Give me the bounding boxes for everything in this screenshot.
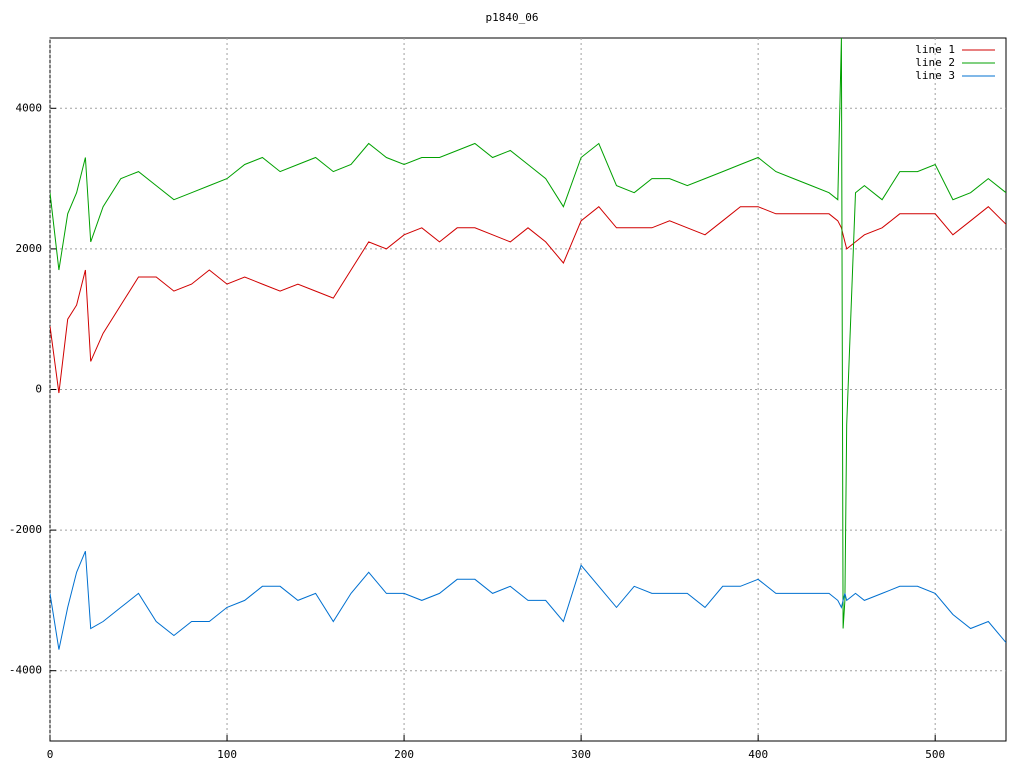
legend-label: line 2 [915, 56, 955, 69]
y-tick-label: 0 [35, 383, 42, 396]
x-tick-label: 500 [925, 748, 945, 761]
y-tick-label: 4000 [16, 101, 43, 114]
y-tick-label: -2000 [9, 523, 42, 536]
series-line [50, 551, 1006, 650]
plot-frame [49, 37, 1007, 742]
y-tick-label: 2000 [16, 242, 43, 255]
series-line [50, 206, 1006, 394]
y-tick-label: -4000 [9, 664, 42, 677]
legend-label: line 1 [915, 43, 955, 56]
plot-area [50, 38, 1006, 650]
x-tick-label: 100 [217, 748, 237, 761]
chart-title: p1840_06 [486, 11, 539, 24]
series-line [50, 38, 1006, 629]
x-tick-label: 0 [47, 748, 54, 761]
x-tick-label: 400 [748, 748, 768, 761]
x-tick-label: 200 [394, 748, 414, 761]
legend-label: line 3 [915, 69, 955, 82]
x-tick-label: 300 [571, 748, 591, 761]
